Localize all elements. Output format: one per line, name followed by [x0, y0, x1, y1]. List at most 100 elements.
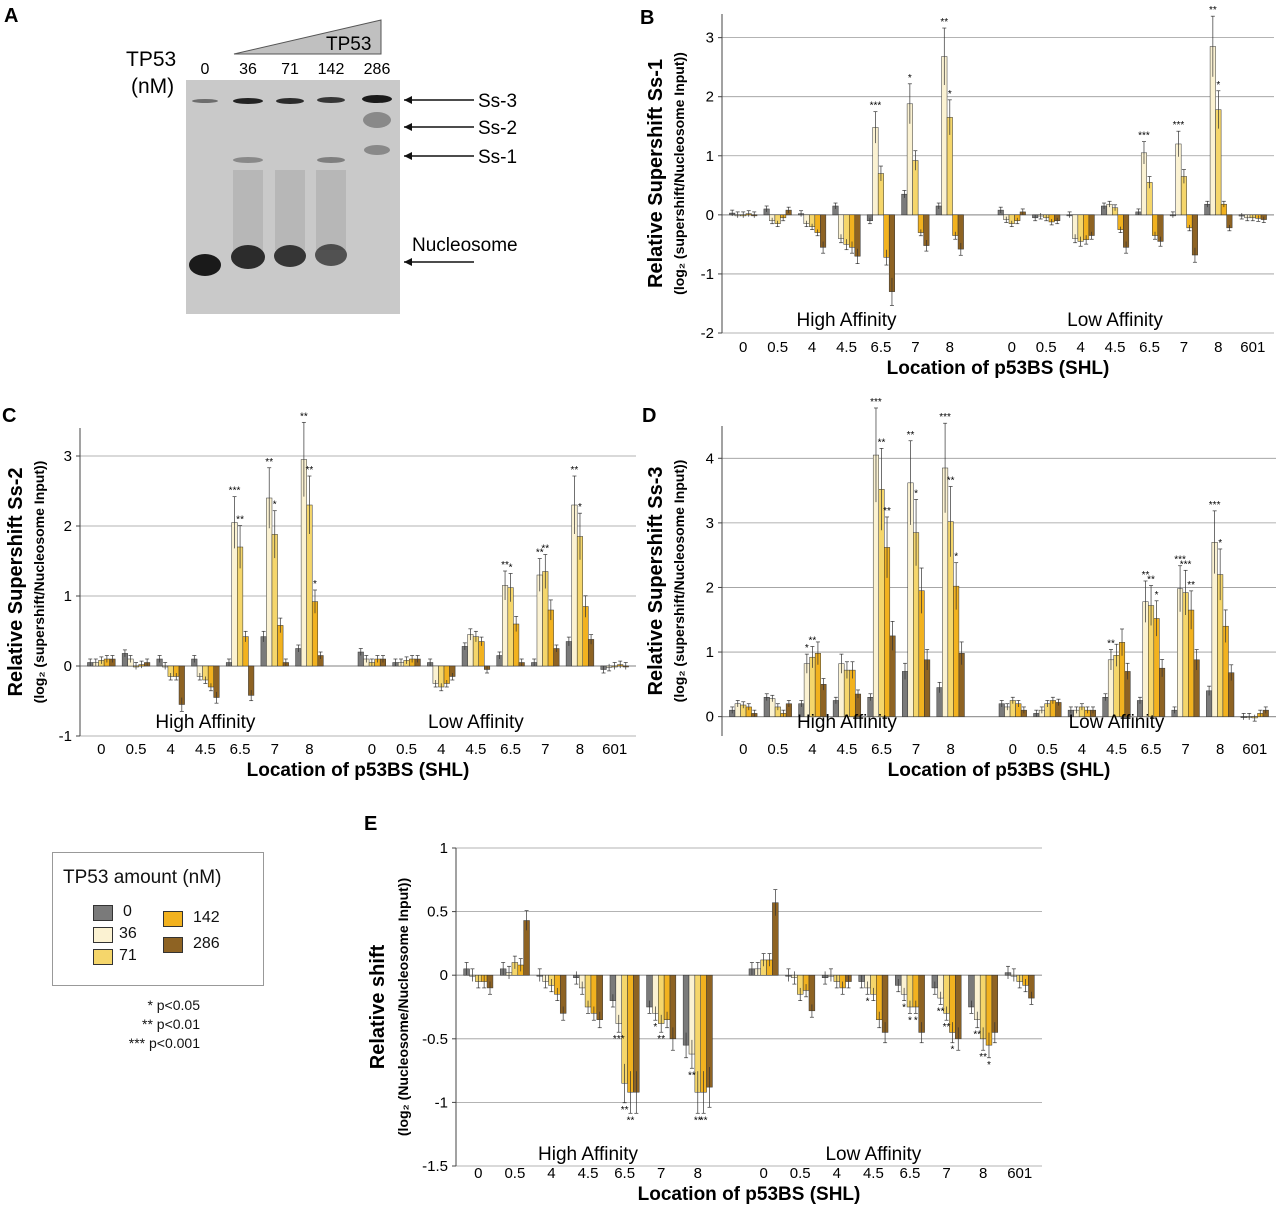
- y-tick-label: 0: [440, 967, 448, 984]
- legend: TP53 amount (nM) 0 36 71 142 286: [52, 852, 264, 986]
- significance-star: **: [907, 430, 915, 441]
- significance-star: **: [700, 1115, 708, 1126]
- x-tick-label: 7: [911, 339, 919, 356]
- legend-label-71: 71: [119, 947, 137, 964]
- gel-band: [362, 95, 392, 103]
- x-tick-label: 4: [437, 741, 445, 758]
- significance-star: **: [501, 560, 509, 571]
- x-tick-label: 0: [97, 741, 105, 758]
- x-tick-label: 601: [602, 741, 627, 758]
- significance-star: **: [937, 1006, 945, 1017]
- x-tick-label: 7: [541, 741, 549, 758]
- y-tick-label: 2: [64, 518, 72, 535]
- x-tick-label: 0.5: [790, 1165, 811, 1182]
- x-tick-label: 8: [1214, 339, 1222, 356]
- y-tick-label: 0: [64, 658, 72, 675]
- significance-star: **: [1142, 570, 1150, 581]
- significance-star: *: [908, 1015, 912, 1026]
- x-tick-label: 4.5: [465, 741, 486, 758]
- x-axis-label: Location of p53BS (SHL): [888, 760, 1111, 781]
- x-axis-label: Location of p53BS (SHL): [638, 1184, 861, 1205]
- gel-band: [231, 245, 265, 269]
- x-tick-label: 6.5: [871, 339, 892, 356]
- significance-star: *: [509, 562, 513, 573]
- x-tick-label: 6.5: [614, 1165, 635, 1182]
- significance-star: **: [265, 457, 273, 468]
- significance-star: *: [866, 996, 870, 1007]
- significance-star: *: [1216, 80, 1220, 91]
- group-label: High Affinity: [797, 310, 897, 331]
- x-tick-label: 0.5: [504, 1165, 525, 1182]
- band-arrowhead: [404, 152, 412, 160]
- x-tick-label: 8: [946, 339, 954, 356]
- significance-star: **: [940, 17, 948, 28]
- significance-star: *: [805, 643, 809, 654]
- x-axis-label: Location of p53BS (SHL): [887, 358, 1110, 379]
- sig-2: ** p<0.01: [142, 1016, 200, 1032]
- x-tick-label: 6.5: [871, 741, 892, 758]
- significance-star: **: [694, 1115, 702, 1126]
- y-axis-sublabel: (log₂ (supershift/Nucleosome Input)): [671, 460, 687, 703]
- y-axis-sublabel: (log₂ (Nucleosome/Nucleosome Input)): [395, 878, 411, 1136]
- x-tick-label: 601: [1240, 339, 1265, 356]
- gel-band: [317, 97, 345, 103]
- x-tick-label: 0: [474, 1165, 482, 1182]
- y-tick-label: 3: [706, 30, 714, 47]
- x-tick-label: 4.5: [195, 741, 216, 758]
- x-tick-label: 8: [979, 1165, 987, 1182]
- x-tick-label: 4.5: [578, 1165, 599, 1182]
- chart-panel-b: B -2 -1 0 1 2 3 0 0.5 4 4.5 6.5 *** 7 * 8 ** * 0 0.5 4 4.5 6.5…: [640, 0, 1280, 380]
- lane-label: 142: [318, 61, 345, 78]
- y-axis-sublabel: (log₂ (supershift/Nucleosome Input)): [31, 461, 47, 704]
- significance-star: ***: [229, 486, 241, 497]
- y-tick-label: -1.5: [422, 1158, 448, 1175]
- x-tick-label: 4: [1076, 339, 1084, 356]
- x-tick-label: 4: [1078, 741, 1086, 758]
- group-label: Low Affinity: [428, 712, 524, 733]
- group-label: High Affinity: [538, 1144, 638, 1165]
- significance-star: ***: [1138, 131, 1150, 142]
- significance-star: *: [1218, 538, 1222, 549]
- group-label: Low Affinity: [825, 1144, 921, 1165]
- x-tick-label: 6.5: [1139, 339, 1160, 356]
- x-tick-label: 0: [368, 741, 376, 758]
- x-tick-label: 4.5: [863, 1165, 884, 1182]
- band-label: Nucleosome: [412, 235, 518, 256]
- significance-star: *: [313, 579, 317, 590]
- group-label: High Affinity: [155, 712, 255, 733]
- significance-star: **: [571, 465, 579, 476]
- x-tick-label: 0: [739, 339, 747, 356]
- y-tick-label: -0.5: [422, 1031, 448, 1048]
- y-tick-label: 1: [440, 840, 448, 857]
- y-tick-label: -2: [701, 325, 714, 342]
- x-tick-label: 6.5: [500, 741, 521, 758]
- significance-star: **: [808, 636, 816, 647]
- significance-star: **: [943, 1022, 951, 1033]
- x-tick-label: 7: [657, 1165, 665, 1182]
- y-axis-sublabel: (log₂ (supershift/Nucleosome Input)): [671, 52, 687, 295]
- y-tick-label: 0: [706, 709, 714, 726]
- chart-panel-d: D 0 1 2 3 4 0 0.5 4 * ** 4.5 6.5 *** ** ** 7 ** * 8 *** ** * 0 0…: [640, 397, 1280, 788]
- significance-star: **: [973, 1030, 981, 1041]
- y-tick-label: 1: [64, 588, 72, 605]
- legend-swatch-286: [163, 937, 183, 953]
- y-tick-label: 2: [706, 579, 714, 596]
- gel-band: [317, 157, 345, 163]
- significance-star: **: [657, 1034, 665, 1045]
- chart-panel-e: E -1.5 -1 -0.5 0 0.5 1 0 0.5 4 4.5 6.5 *** ** ** 7 * ** 8 *…: [360, 808, 1060, 1208]
- significance-star: **: [627, 1115, 635, 1126]
- concentration-wedge: [233, 19, 382, 55]
- wedge-label: TP53: [326, 34, 371, 55]
- y-tick-label: 3: [706, 515, 714, 532]
- significance-star: *: [908, 73, 912, 84]
- band-arrowhead: [404, 96, 412, 104]
- nm-label: (nM): [131, 75, 174, 98]
- gel-band: [233, 98, 263, 104]
- legend-swatch-0: [93, 905, 113, 921]
- x-tick-label: 0.5: [767, 339, 788, 356]
- panel-letter: B: [640, 7, 654, 29]
- group-label: High Affinity: [797, 712, 897, 733]
- x-tick-label: 0: [1008, 339, 1016, 356]
- lane-label: 286: [364, 61, 391, 78]
